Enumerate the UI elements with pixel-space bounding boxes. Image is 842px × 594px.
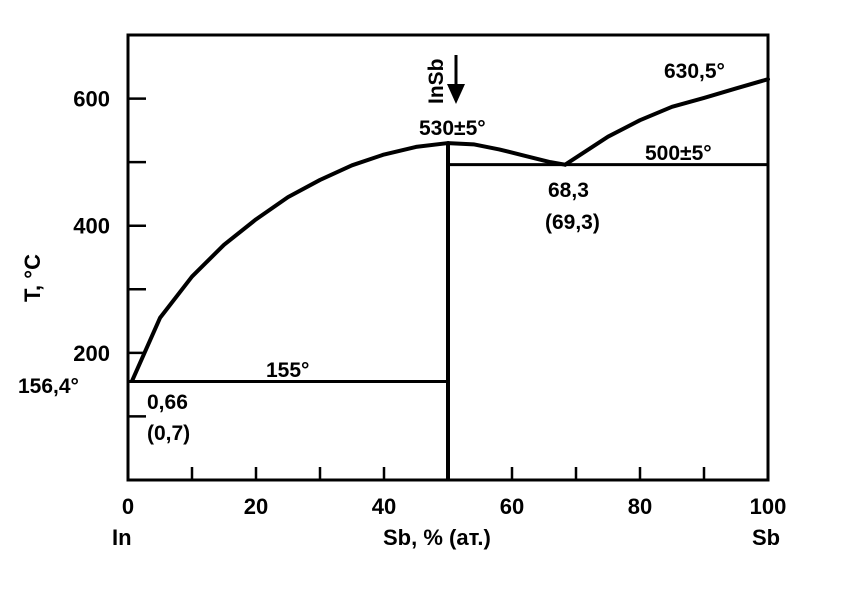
plot-frame (126, 33, 770, 482)
x-axis-title: Sb, % (ат.) (383, 525, 491, 550)
label-in-melting: 156,4° (18, 375, 79, 398)
curves-group (130, 77, 770, 383)
liquidus-curve (446, 141, 568, 167)
x-tick-label: 100 (750, 494, 787, 519)
x-end-label-right: Sb (752, 525, 780, 550)
y-tick-label: 200 (73, 341, 110, 366)
label-sb-melting: 630,5° (664, 60, 725, 83)
y-tick-labels: 200 400 600 (73, 87, 110, 366)
compound-label: InSb (425, 59, 448, 105)
isotherms-group (128, 163, 768, 383)
label-eutectic-low-comp: 0,66 (147, 391, 188, 414)
label-eutectic-high-comp-alt: (69,3) (545, 211, 600, 234)
x-tick-label: 80 (628, 494, 652, 519)
x-tick-label: 20 (244, 494, 268, 519)
label-eutectic-low-comp-alt: (0,7) (147, 422, 190, 445)
y-tick-label: 600 (73, 87, 110, 112)
y-tick-label: 400 (73, 214, 110, 239)
label-compound-melting: 530±5° (419, 117, 486, 140)
liquidus-curve (130, 141, 450, 383)
x-tick-label: 0 (122, 494, 134, 519)
x-tick-label: 60 (500, 494, 524, 519)
y-axis-title: T, °C (20, 254, 45, 302)
label-eutectic-high-temp: 500±5° (645, 142, 712, 165)
x-tick-labels: 0 20 40 60 80 100 (122, 494, 786, 519)
x-tick-label: 40 (372, 494, 396, 519)
label-eutectic-low-temp: 155° (266, 359, 309, 382)
label-eutectic-high-comp: 68,3 (548, 179, 589, 202)
x-end-label-left: In (112, 525, 132, 550)
compound-arrow (447, 55, 465, 104)
liquidus-curve (563, 77, 770, 167)
